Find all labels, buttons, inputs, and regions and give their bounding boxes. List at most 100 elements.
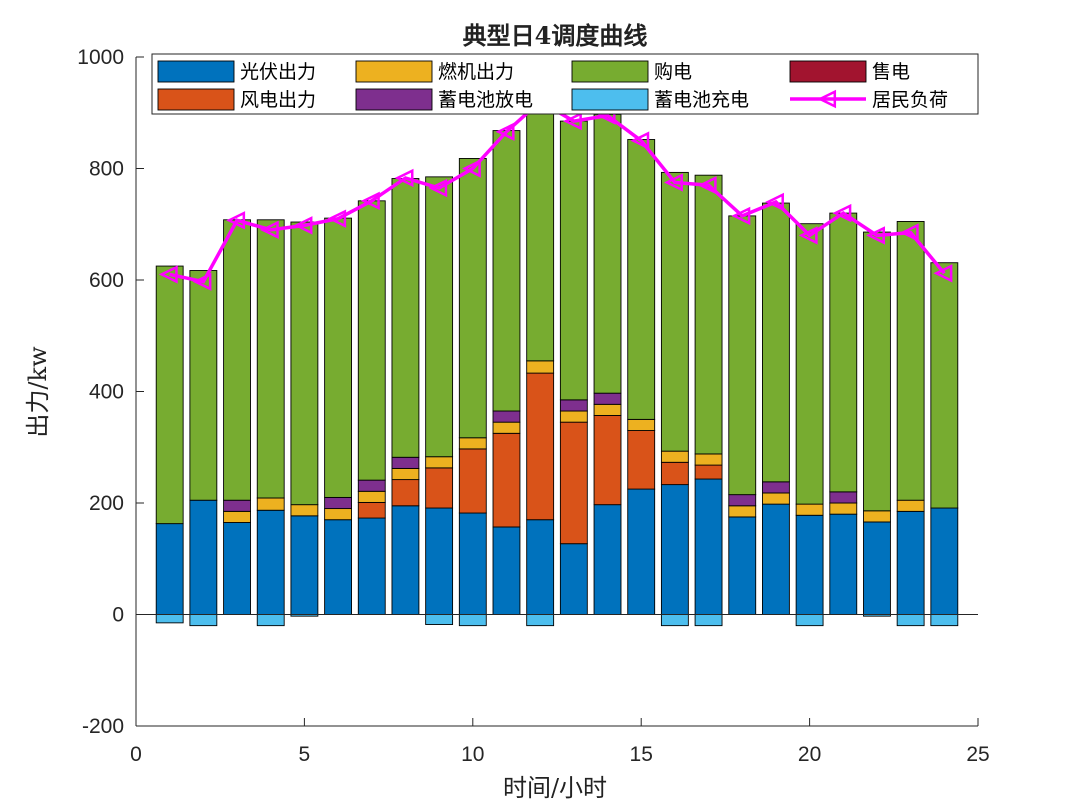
bar-segment: [829, 491, 858, 504]
load-point: [158, 265, 178, 284]
bar-segment: [357, 517, 386, 615]
bar-segment: [559, 410, 588, 423]
load-point: [630, 131, 650, 150]
legend-label: 购电: [654, 61, 692, 83]
legend-label: 蓄电池充电: [654, 89, 749, 111]
bar-segment: [559, 421, 588, 545]
y-tick-label: 1000: [77, 46, 124, 69]
bar-segment: [627, 430, 656, 490]
bar-segment: [458, 614, 487, 627]
x-tick-label: 20: [798, 743, 821, 766]
bar-segment: [324, 496, 352, 510]
load-point: [495, 122, 515, 141]
bar-segment: [223, 219, 251, 501]
legend-marker: [817, 89, 837, 109]
bar-segment: [762, 492, 790, 505]
bar-segment: [425, 456, 454, 469]
bar-segment: [694, 464, 723, 480]
bar-segment: [526, 614, 555, 627]
bar-segment: [256, 219, 285, 499]
bar-segment: [458, 512, 487, 615]
bar-segment: [290, 221, 319, 506]
bar-segment: [155, 614, 184, 624]
bar-segment: [223, 510, 251, 523]
bar-segment: [391, 479, 420, 507]
bar-segment: [795, 614, 824, 627]
bar-segment: [863, 521, 891, 615]
bar-segment: [728, 505, 757, 518]
load-point: [933, 264, 953, 283]
bar-segment: [593, 415, 622, 506]
load-point: [327, 209, 347, 228]
bar-segment: [694, 453, 723, 466]
bar-segment: [593, 504, 622, 615]
bar-segment: [425, 507, 454, 615]
bar-segment: [795, 503, 824, 516]
legend-label: 光伏出力: [240, 61, 316, 83]
bar-segment: [660, 450, 689, 463]
bar-segment: [256, 497, 285, 511]
bar-segment: [189, 270, 218, 501]
bar-segment: [627, 139, 656, 420]
bar-segment: [896, 499, 925, 512]
bar-segment: [762, 503, 790, 615]
bar-segment: [357, 200, 386, 481]
bar-segment: [795, 514, 824, 615]
load-point: [461, 159, 481, 178]
legend-swatch: [157, 60, 235, 83]
load-point: [899, 223, 919, 242]
x-tick-label: 0: [130, 743, 142, 766]
bar-segment: [189, 499, 218, 615]
bar-segment: [593, 392, 622, 405]
bar-segment: [694, 614, 723, 627]
bar-segment: [492, 432, 521, 528]
load-point: [259, 220, 279, 240]
bar-segment: [795, 223, 824, 505]
y-tick-label: -200: [82, 715, 124, 738]
bar-segment: [324, 519, 352, 615]
bar-segment: [829, 212, 858, 493]
bar-segment: [324, 217, 352, 498]
bar-segment: [896, 510, 925, 615]
load-point: [192, 272, 212, 291]
bar-segment: [391, 505, 420, 615]
bar-segment: [559, 543, 588, 615]
bar-segment: [425, 614, 454, 625]
bar-segment: [391, 178, 420, 458]
bar-segment: [223, 522, 251, 615]
y-tick-label: 600: [89, 269, 124, 292]
bar-segment: [458, 158, 487, 439]
bar-segment: [492, 526, 521, 615]
bar-segment: [660, 614, 689, 627]
bar-segment: [593, 113, 622, 394]
bar-segment: [627, 488, 656, 615]
bar-segment: [155, 265, 184, 525]
bar-segment: [357, 501, 386, 519]
bar-segment: [728, 215, 757, 496]
bar-segment: [728, 516, 757, 615]
load-point: [866, 226, 886, 245]
bar-segment: [930, 614, 959, 627]
load-point: [226, 211, 246, 230]
bar-segment: [223, 499, 251, 512]
bar-segment: [425, 176, 454, 458]
bar-segment: [660, 484, 689, 615]
bar-segment: [593, 403, 622, 416]
bar-segment: [863, 231, 891, 512]
x-tick-label: 5: [299, 743, 311, 766]
load-point: [360, 191, 380, 211]
x-tick-label: 10: [461, 743, 484, 766]
bar-segment: [896, 614, 925, 627]
bar-segment: [660, 171, 689, 452]
bar-segment: [694, 174, 723, 455]
bar-segment: [762, 202, 790, 483]
bar-segment: [930, 507, 959, 615]
bar-segment: [391, 456, 420, 469]
bar-segment: [324, 508, 352, 521]
bar-segment: [155, 523, 184, 615]
bar-segment: [728, 494, 757, 507]
bar-segment: [458, 448, 487, 514]
bar-segment: [357, 479, 386, 492]
